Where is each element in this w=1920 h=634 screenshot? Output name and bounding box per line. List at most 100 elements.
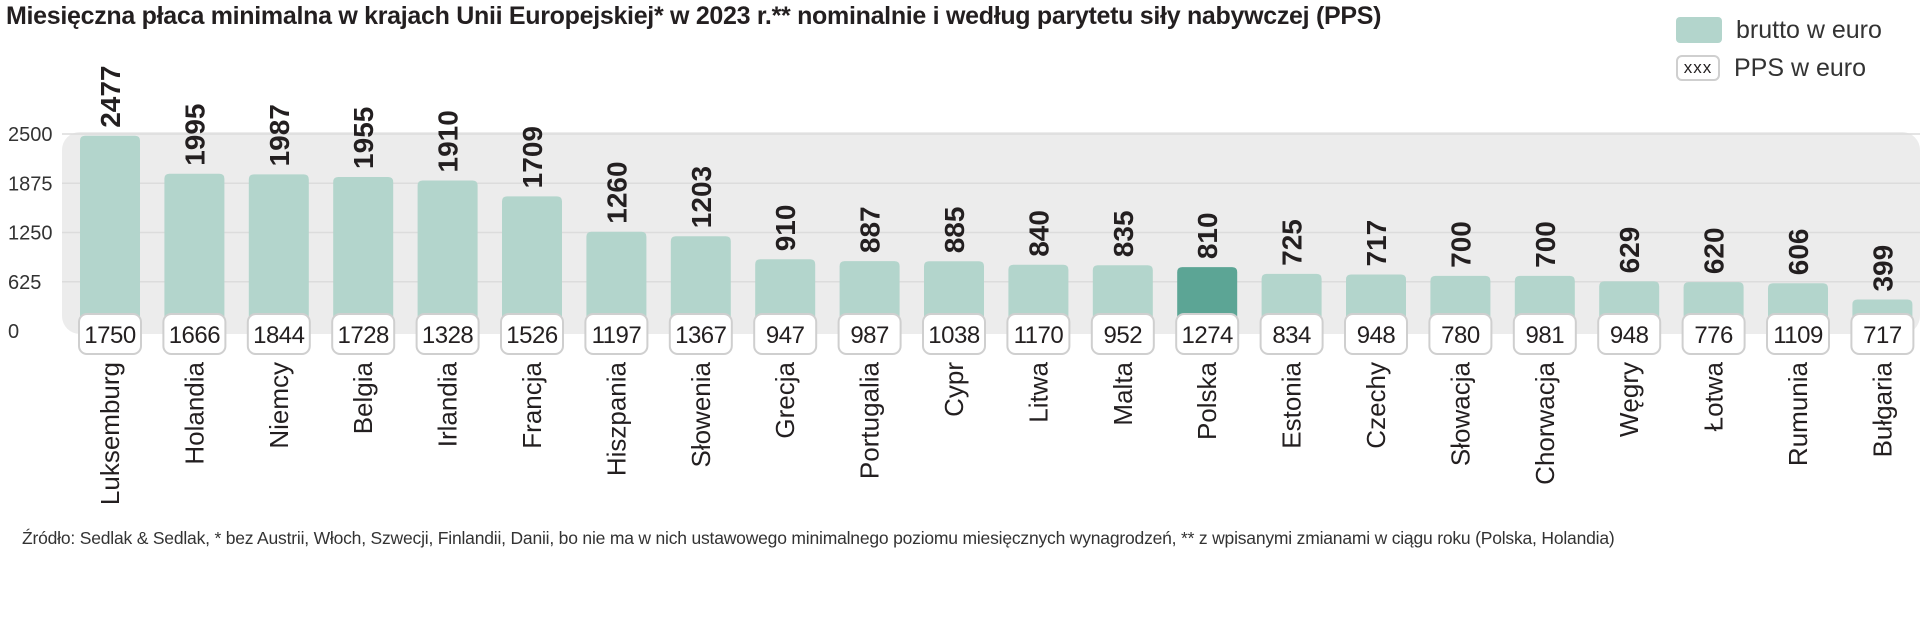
- pps-value-box: [668, 313, 733, 355]
- category-label: Słowenia: [686, 361, 716, 467]
- category-label: Holandia: [179, 361, 209, 464]
- pps-value-box: [1428, 313, 1493, 355]
- pps-value-label: 947: [766, 322, 805, 349]
- category-label: Łotwa: [1699, 361, 1729, 431]
- category-label: Chorwacja: [1530, 361, 1560, 484]
- bar-value-label: 835: [1108, 210, 1139, 257]
- pps-value-box: [1597, 313, 1662, 355]
- bar: [80, 135, 140, 331]
- pps-value-label: 1367: [675, 322, 727, 349]
- legend-item-gross: brutto w euro: [1676, 12, 1882, 48]
- source-note: Źródło: Sedlak & Sedlak, * bez Austrii, …: [22, 528, 1615, 548]
- chart-title: Miesięczna płaca minimalna w krajach Uni…: [6, 2, 1382, 30]
- bar-value-label: 1995: [179, 103, 210, 165]
- pps-value-label: 952: [1104, 322, 1143, 349]
- bar-value-label: 717: [1361, 220, 1392, 267]
- y-tick-label: 1875: [8, 173, 53, 195]
- bar-value-label: 1910: [433, 110, 464, 172]
- category-label: Litwa: [1023, 361, 1053, 422]
- bar-value-label: 885: [939, 207, 970, 254]
- pps-value-label: 987: [850, 322, 889, 349]
- pps-value-label: 1197: [592, 322, 642, 349]
- category-label: Grecja: [770, 361, 800, 438]
- pps-value-label: 1109: [1773, 322, 1823, 349]
- pps-value-box: [1766, 313, 1830, 355]
- pps-value-label: 1728: [338, 322, 390, 349]
- pps-value-box: [1850, 313, 1915, 355]
- pps-value-label: 780: [1441, 322, 1480, 349]
- pps-value-box: [500, 313, 564, 355]
- y-tick-label: 0: [8, 321, 19, 343]
- pps-value-box: [1090, 313, 1155, 355]
- bar-value-label: 700: [1530, 221, 1561, 268]
- legend-marker-pps: xxx: [1676, 55, 1720, 81]
- category-label: Portugalia: [855, 361, 885, 479]
- pps-value-label: 1844: [253, 322, 305, 349]
- bar-value-label: 620: [1699, 227, 1730, 274]
- category-label: Francja: [517, 361, 547, 448]
- pps-value-label: 1328: [422, 322, 474, 349]
- pps-value-label: 1038: [928, 322, 980, 349]
- y-tick-label: 625: [8, 272, 41, 294]
- category-label: Irlandia: [433, 361, 463, 447]
- bar-value-label: 629: [1614, 227, 1645, 274]
- bar-value-label: 399: [1867, 245, 1898, 292]
- pps-value-label: 717: [1863, 322, 1902, 349]
- pps-value-label: 1274: [1182, 322, 1234, 349]
- pps-value-box: [246, 313, 311, 355]
- pps-value-box: [1344, 313, 1408, 355]
- y-tick-label: 1250: [8, 223, 53, 245]
- pps-value-label: 834: [1272, 322, 1311, 349]
- bar: [502, 196, 562, 331]
- pps-value-box: [1175, 313, 1240, 355]
- category-label: Estonia: [1277, 361, 1307, 448]
- pps-value-label: 948: [1357, 322, 1396, 349]
- pps-value-box: [1006, 313, 1071, 355]
- bar: [417, 180, 478, 331]
- legend-swatch-gross: [1676, 17, 1722, 43]
- legend-item-pps: xxx PPS w euro: [1676, 50, 1882, 86]
- bar-value-label: 840: [1023, 210, 1054, 257]
- bar-value-label: 606: [1783, 229, 1814, 276]
- bar-value-label: 1955: [348, 107, 379, 169]
- pps-value-box: [415, 313, 480, 355]
- pps-value-box: [922, 313, 986, 355]
- pps-value-label: 1170: [1014, 322, 1064, 349]
- bar-value-label: 1709: [517, 126, 548, 188]
- bar-value-label: 810: [1192, 212, 1223, 259]
- category-label: Polska: [1192, 361, 1222, 440]
- bar-value-label: 1203: [686, 166, 717, 228]
- category-label: Niemcy: [264, 362, 294, 449]
- pps-value-box: [1259, 313, 1324, 355]
- pps-value-label: 948: [1610, 322, 1649, 349]
- pps-value-label: 1666: [169, 322, 221, 349]
- pps-value-box: [753, 313, 818, 355]
- bar-value-label: 1987: [264, 104, 295, 166]
- legend-label-pps: PPS w euro: [1734, 53, 1867, 82]
- legend-label-gross: brutto w euro: [1736, 15, 1882, 44]
- pps-value-label: 981: [1526, 322, 1565, 349]
- category-label: Luksemburg: [95, 362, 125, 505]
- pps-value-box: [837, 313, 902, 355]
- category-label: Rumunia: [1783, 361, 1813, 466]
- bar-chart: 0 625 1250 1875 2500 2477 1750 Luksemburg 1995 16…: [8, 66, 1920, 505]
- bar-value-label: 725: [1277, 219, 1308, 266]
- bar: [333, 176, 394, 331]
- legend: brutto w euro xxx PPS w euro: [1676, 12, 1882, 88]
- bar: [670, 236, 731, 331]
- pps-value-box: [1512, 313, 1577, 355]
- bar-value-label: 2477: [95, 66, 126, 128]
- pps-value-box: [78, 313, 142, 355]
- category-label: Bułgaria: [1867, 361, 1897, 457]
- category-label: Węgry: [1614, 362, 1644, 437]
- bar-value-label: 1260: [601, 161, 632, 223]
- pps-value-box: [162, 313, 227, 355]
- pps-value-box: [584, 313, 649, 355]
- category-label: Belgia: [348, 361, 378, 434]
- bar: [164, 173, 225, 331]
- bar: [248, 174, 309, 331]
- pps-value-box: [331, 313, 396, 355]
- bar-value-label: 910: [770, 205, 801, 252]
- bar-value-label: 887: [855, 206, 886, 253]
- pps-value-box: [1681, 313, 1746, 355]
